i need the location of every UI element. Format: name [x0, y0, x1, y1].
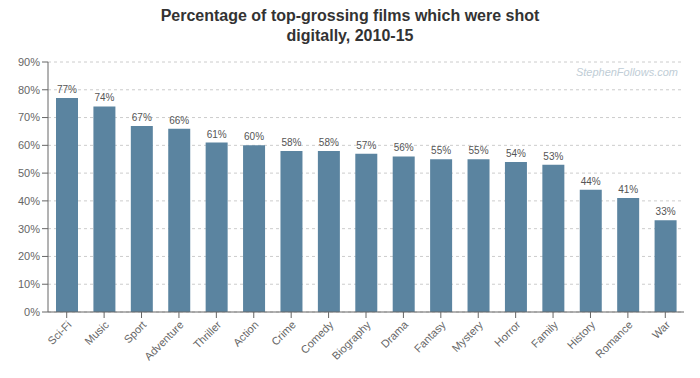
svg-text:50%: 50% [18, 167, 40, 179]
svg-text:Family: Family [529, 318, 561, 350]
svg-text:55%: 55% [431, 145, 451, 156]
svg-text:Sci-Fi: Sci-Fi [45, 318, 73, 346]
svg-text:70%: 70% [18, 111, 40, 123]
svg-text:Romance: Romance [593, 318, 635, 360]
svg-text:Horror: Horror [492, 318, 523, 349]
svg-text:Biography: Biography [329, 318, 373, 362]
svg-text:History: History [565, 318, 598, 351]
svg-text:Fantasy: Fantasy [412, 318, 449, 355]
svg-text:Thriller: Thriller [191, 318, 223, 350]
html-text:digitally, 2010-15: digitally, 2010-15 [286, 27, 414, 44]
svg-text:58%: 58% [281, 137, 301, 148]
svg-text:58%: 58% [319, 137, 339, 148]
svg-text:20%: 20% [18, 250, 40, 262]
svg-text:Drama: Drama [379, 318, 411, 350]
svg-text:Mystery: Mystery [449, 318, 485, 354]
svg-text:90%: 90% [18, 56, 40, 68]
svg-text:53%: 53% [543, 151, 563, 162]
svg-text:Comedy: Comedy [298, 318, 336, 356]
svg-text:30%: 30% [18, 223, 40, 235]
svg-text:55%: 55% [469, 145, 489, 156]
svg-text:61%: 61% [207, 129, 227, 140]
svg-text:10%: 10% [18, 278, 40, 290]
svg-text:40%: 40% [18, 195, 40, 207]
svg-text:54%: 54% [506, 148, 526, 159]
svg-text:67%: 67% [132, 112, 152, 123]
svg-text:Adventure: Adventure [142, 318, 186, 362]
svg-text:56%: 56% [394, 142, 414, 153]
svg-text:Action: Action [231, 318, 261, 348]
svg-text:41%: 41% [618, 184, 638, 195]
svg-text:74%: 74% [94, 92, 114, 103]
svg-text:60%: 60% [18, 139, 40, 151]
svg-text:66%: 66% [169, 115, 189, 126]
svg-text:Music: Music [82, 318, 111, 347]
svg-text:57%: 57% [356, 140, 376, 151]
svg-text:33%: 33% [656, 206, 676, 217]
svg-text:War: War [650, 318, 673, 341]
svg-text:Crime: Crime [269, 318, 298, 347]
html-text:Percentage of top-grossing fil: Percentage of top-grossing films which w… [160, 7, 540, 24]
svg-text:80%: 80% [18, 84, 40, 96]
svg-text:Sport: Sport [121, 318, 148, 345]
svg-text:60%: 60% [244, 131, 264, 142]
svg-text:77%: 77% [57, 84, 77, 95]
svg-text:44%: 44% [581, 176, 601, 187]
html-text:StephenFollows.com: StephenFollows.com [575, 66, 678, 78]
svg-text:0%: 0% [24, 306, 40, 318]
